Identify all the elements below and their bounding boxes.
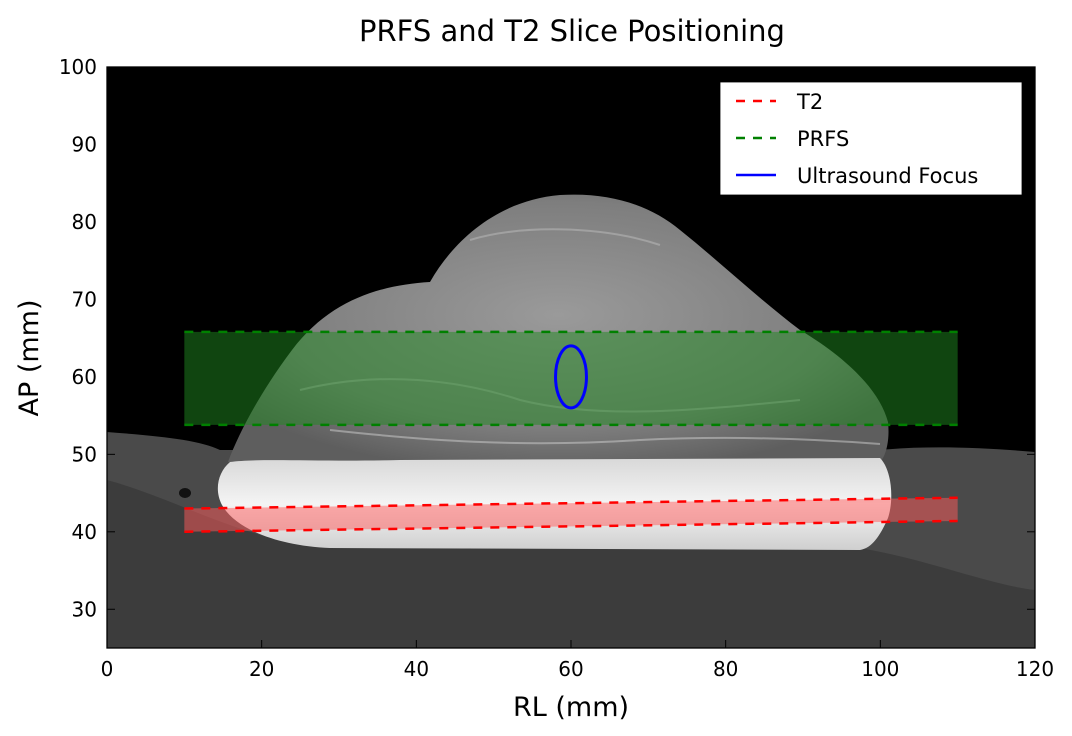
x-tick-label: 120 [1016, 657, 1054, 681]
y-tick-label: 30 [72, 597, 97, 621]
x-tick-label: 40 [404, 657, 429, 681]
y-tick-label: 90 [72, 132, 97, 156]
x-tick-label: 0 [101, 657, 114, 681]
x-tick-label: 60 [558, 657, 583, 681]
x-axis-title: RL (mm) [513, 692, 629, 723]
y-tick-label: 50 [72, 442, 97, 466]
y-tick-label: 40 [72, 520, 97, 544]
prfs-slice-band [184, 331, 958, 425]
legend: T2 PRFS Ultrasound Focus [719, 81, 1023, 196]
y-tick-label: 70 [72, 287, 97, 311]
x-tick-label: 80 [713, 657, 738, 681]
x-tick-label: 20 [249, 657, 274, 681]
y-axis-title: AP (mm) [14, 299, 45, 416]
chart-title: PRFS and T2 Slice Positioning [359, 14, 785, 48]
y-tick-label: 60 [72, 365, 97, 389]
ultrasound-focus-ellipse [554, 344, 588, 410]
x-tick-label: 100 [861, 657, 899, 681]
y-tick-label: 100 [59, 55, 97, 79]
legend-label-prfs: PRFS [797, 127, 849, 151]
legend-label-t2: T2 [796, 90, 823, 114]
legend-label-ultrasound-focus: Ultrasound Focus [797, 164, 978, 188]
y-tick-label: 80 [72, 210, 97, 234]
